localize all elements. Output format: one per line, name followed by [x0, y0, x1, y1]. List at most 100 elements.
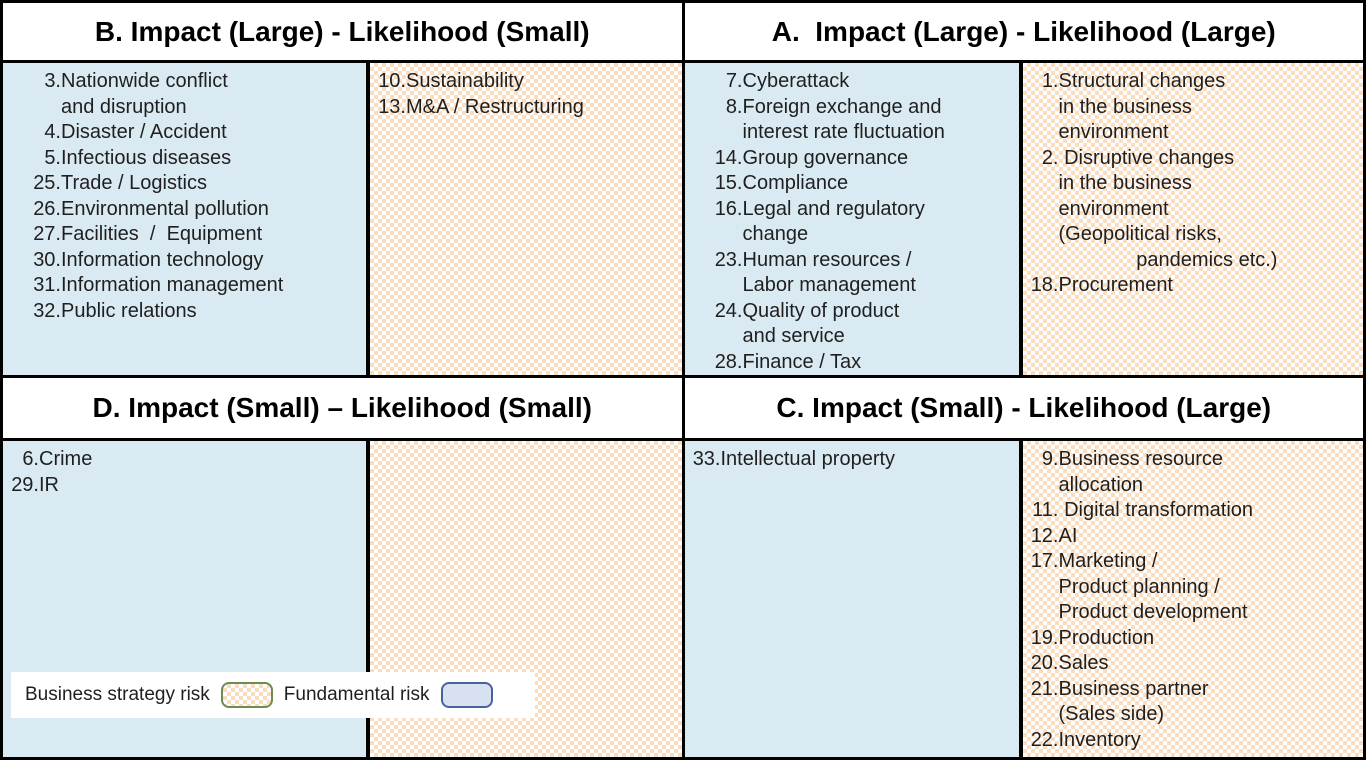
- risk-item-number: 31.: [33, 274, 61, 296]
- risk-item-number: 4.: [44, 121, 61, 143]
- risk-item-text: Intellectual property: [720, 448, 896, 470]
- risk-item-number: 21.: [1030, 677, 1059, 700]
- quadrant-c-strategy-cell: 9. Business resource allocation 11. Digita…: [1022, 441, 1363, 757]
- quadrant-c-header: C. Impact (Small) - Likelihood (Large): [684, 378, 1363, 438]
- risk-item: 4. Disaster / Accident: [15, 120, 362, 146]
- risk-item: 2. Disruptive changes in the business en…: [1031, 146, 1360, 274]
- risk-item-number: 14.: [714, 146, 743, 169]
- risk-item-number: 17.: [1030, 550, 1059, 572]
- risk-item: 14. Group governance: [697, 146, 1015, 172]
- risk-item-text: Cyberattack: [742, 70, 850, 92]
- risk-item-number: 6.: [22, 448, 39, 470]
- risk-item: 18. Procurement: [1031, 273, 1360, 299]
- risk-item: 33. Intellectual property: [693, 447, 1015, 473]
- risk-item-text: M&A / Restructuring: [406, 95, 584, 118]
- risk-item-number: 20.: [1030, 652, 1059, 674]
- risk-item: 16. Legal and regulatory change: [697, 197, 1015, 248]
- risk-item-number: 2.: [1041, 146, 1059, 169]
- risk-item-text: Digital transformation: [1058, 499, 1254, 521]
- risk-item-number: 26.: [33, 197, 61, 220]
- risk-item-text: Human resources / Labor management: [742, 248, 916, 297]
- risk-item-number: 3.: [44, 70, 61, 92]
- risk-item-number: 1.: [1041, 70, 1059, 92]
- risk-item-number: 29.: [11, 473, 39, 496]
- quadrant-d-title: D. Impact (Small) – Likelihood (Small): [92, 392, 592, 423]
- risk-item-text: Disaster / Accident: [61, 121, 227, 143]
- risk-item-number: 7.: [725, 70, 743, 92]
- legend: Business strategy risk Fundamental risk: [11, 672, 535, 718]
- risk-item-text: IR: [39, 473, 59, 496]
- risk-item-text: Sustainability: [406, 70, 524, 92]
- column-divider: [366, 441, 370, 757]
- risk-item: 5. Infectious diseases: [15, 146, 362, 172]
- quadrant-c-fundamental-cell: 33. Intellectual property: [684, 441, 1019, 757]
- risk-item-number: 25.: [33, 172, 61, 194]
- risk-item-number: 24.: [714, 299, 743, 322]
- quadrant-a-fundamental-list: 7. Cyberattack 8. Foreign exchange and inte…: [697, 69, 1015, 375]
- quadrant-b-strategy-list: 10. Sustainability 13. M&A / Restructuring: [378, 69, 678, 120]
- quadrant-a-content: 7. Cyberattack 8. Foreign exchange and inte…: [684, 63, 1363, 375]
- quadrant-a-header: A. Impact (Large) - Likelihood (Large): [684, 3, 1363, 60]
- risk-item-number: 27.: [33, 223, 61, 245]
- risk-item-number: 30.: [33, 248, 61, 271]
- risk-item: 23. Human resources / Labor management: [697, 248, 1015, 299]
- risk-item: 21. Business partner (Sales side): [1031, 677, 1360, 728]
- quadrant-a-strategy-list: 1. Structural changes in the business env…: [1031, 69, 1360, 299]
- column-divider: [1018, 63, 1023, 375]
- risk-item: 12. AI: [1031, 524, 1360, 550]
- risk-item: 25. Trade / Logistics: [15, 171, 362, 197]
- risk-item: 1. Structural changes in the business env…: [1031, 69, 1360, 146]
- risk-item-text: Sales: [1058, 652, 1109, 674]
- risk-item: 13. M&A / Restructuring: [378, 95, 678, 121]
- risk-item: 17. Marketing / Product planning / Produc…: [1031, 549, 1360, 626]
- quadrant-c-title: C. Impact (Small) - Likelihood (Large): [776, 392, 1272, 423]
- risk-item: 3. Nationwide conflict and disruption: [15, 69, 362, 120]
- risk-item: 32. Public relations: [15, 299, 362, 325]
- risk-item: 15. Compliance: [697, 171, 1015, 197]
- risk-item-number: 8.: [725, 95, 743, 118]
- risk-item-text: Information technology: [61, 248, 264, 271]
- risk-item: 24. Quality of product and service: [697, 299, 1015, 350]
- risk-item: 20. Sales: [1031, 651, 1360, 677]
- risk-item-text: Environmental pollution: [61, 197, 269, 220]
- strategy-risk-swatch: [220, 682, 273, 708]
- risk-item-text: Crime: [39, 448, 93, 470]
- risk-item-text: Quality of product and service: [742, 299, 900, 348]
- risk-item-text: Foreign exchange and interest rate fluct…: [742, 95, 945, 144]
- risk-item: 7. Cyberattack: [697, 69, 1015, 95]
- risk-item-number: 32.: [33, 299, 61, 322]
- column-divider: [366, 63, 370, 375]
- risk-item-text: AI: [1058, 524, 1078, 547]
- risk-item-number: 23.: [714, 248, 743, 271]
- risk-item-text: Inventory: [1058, 728, 1141, 751]
- risk-item: 10. Sustainability: [378, 69, 678, 95]
- risk-item-text: Group governance: [742, 146, 909, 169]
- risk-item-number: 22.: [1030, 728, 1059, 751]
- risk-item-text: Marketing / Product planning / Product d…: [1058, 550, 1248, 623]
- risk-item-text: Infectious diseases: [61, 146, 232, 169]
- risk-item-text: Trade / Logistics: [61, 172, 207, 194]
- quadrant-c-content: 33. Intellectual property 9. Business reso…: [684, 441, 1363, 757]
- risk-item-number: 5.: [44, 146, 61, 169]
- legend-fundamental-label: Fundamental risk: [283, 684, 430, 705]
- risk-item-number: 13.: [378, 95, 406, 118]
- risk-item-text: Facilities / Equipment: [61, 223, 263, 245]
- risk-item: 28. Finance / Tax: [697, 350, 1015, 376]
- quadrant-b-fundamental-cell: 3. Nationwide conflict and disruption 4. Di…: [3, 63, 366, 375]
- quadrant-b-title: B. Impact (Large) - Likelihood (Small): [94, 15, 590, 47]
- risk-item: 27. Facilities / Equipment: [15, 222, 362, 248]
- risk-item: 30. Information technology: [15, 248, 362, 274]
- quadrant-a-fundamental-cell: 7. Cyberattack 8. Foreign exchange and inte…: [684, 63, 1019, 375]
- risk-item-number: 28.: [714, 350, 743, 373]
- quadrant-a-strategy-cell: 1. Structural changes in the business env…: [1022, 63, 1363, 375]
- risk-item-text: Information management: [61, 274, 284, 296]
- risk-item-number: 11.: [1032, 499, 1059, 521]
- risk-item-text: Finance / Tax: [742, 350, 862, 373]
- risk-item: 26. Environmental pollution: [15, 197, 362, 223]
- risk-item-text: Structural changes in the business envir…: [1058, 70, 1226, 143]
- quadrant-b-fundamental-list: 3. Nationwide conflict and disruption 4. Di…: [15, 69, 362, 324]
- risk-item-text: Procurement: [1058, 274, 1174, 296]
- fundamental-risk-swatch: [440, 682, 493, 708]
- risk-item: 9. Business resource allocation: [1031, 447, 1360, 498]
